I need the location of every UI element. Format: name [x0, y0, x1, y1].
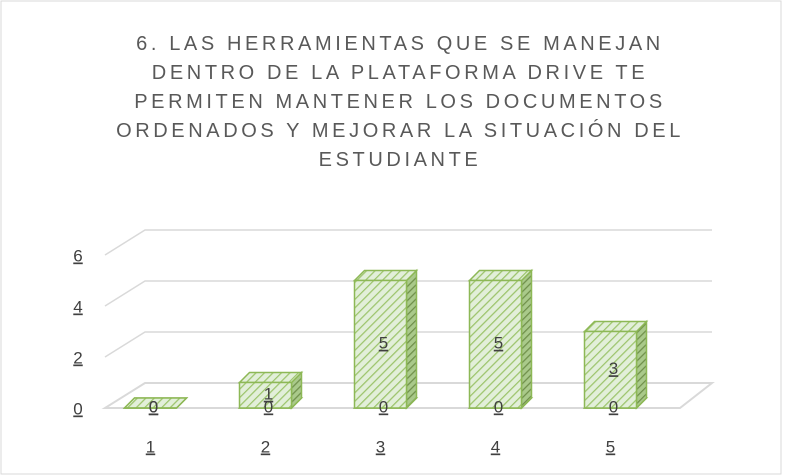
data-label: 3: [609, 359, 618, 378]
bar-face: [468, 279, 523, 409]
bar: [582, 319, 649, 410]
data-label: 0: [149, 397, 158, 416]
bar-face: [467, 269, 534, 282]
bar-face: [353, 279, 408, 409]
bar-face: [405, 268, 418, 410]
bar-face: [238, 381, 293, 409]
bar-face: [237, 371, 304, 384]
x-tick-label: 5: [606, 437, 615, 456]
bar: [237, 370, 304, 410]
bar: [122, 397, 189, 409]
bar-face: [583, 330, 638, 409]
grid-line: [104, 229, 712, 256]
data-label: 0: [264, 397, 273, 416]
data-label: 0: [379, 397, 388, 416]
bar-face: [582, 320, 649, 333]
bar: [352, 268, 419, 410]
x-tick-label: 1: [146, 437, 155, 456]
bar: [467, 268, 534, 410]
y-tick-label: 6: [73, 246, 82, 265]
chart-title: 6. LAS HERRAMIENTAS QUE SE MANEJAN DENTR…: [116, 33, 684, 171]
y-tick-label: 4: [73, 297, 82, 316]
data-label: 0: [494, 397, 503, 416]
data-label: 5: [494, 334, 503, 353]
bar-face: [520, 268, 533, 410]
y-tick-label: 0: [73, 399, 82, 418]
x-tick-label: 2: [261, 437, 270, 456]
data-label: 1: [264, 385, 273, 404]
data-label: 0: [149, 397, 158, 416]
x-tick-label: 4: [491, 437, 500, 456]
bar-face: [352, 269, 419, 282]
x-tick-label: 3: [376, 437, 385, 456]
y-tick-label: 2: [73, 348, 82, 367]
bar-face: [635, 319, 648, 410]
data-label: 5: [379, 334, 388, 353]
data-label: 0: [609, 397, 618, 416]
